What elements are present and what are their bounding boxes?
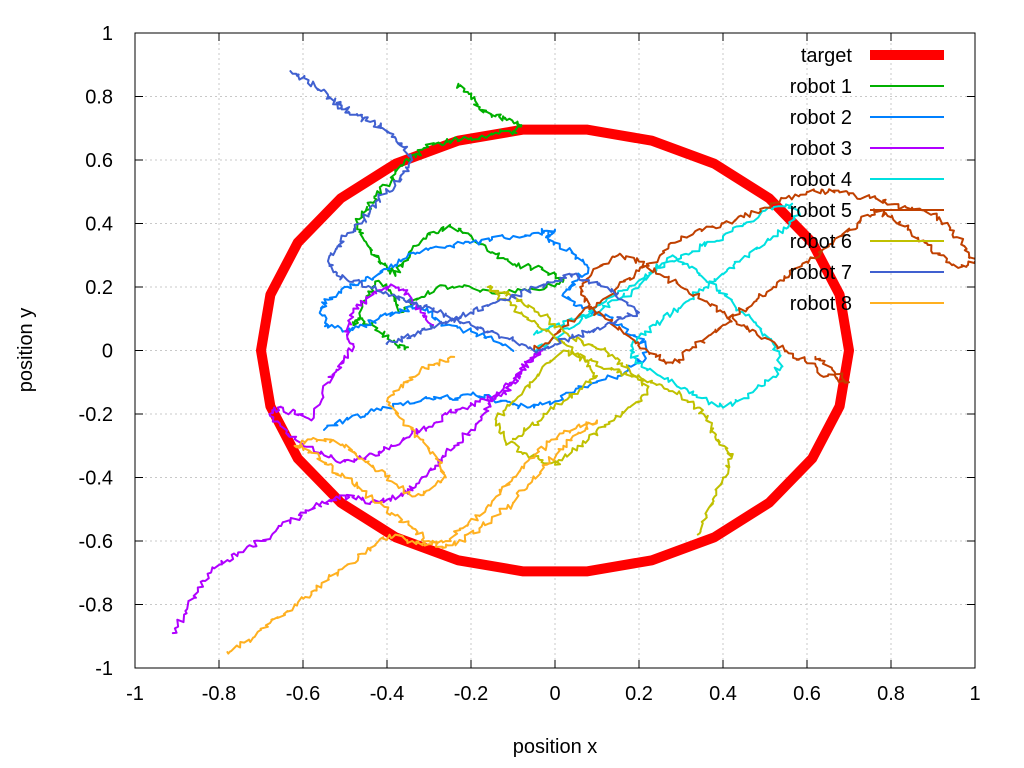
series-target-ellipse <box>256 124 854 577</box>
axis-ticks: -1 -0.8 -0.6 -0.4 -0.2 0 0.2 0.4 0.6 0.8 1 -1 -0.8 -0… <box>79 23 981 705</box>
y-axis-label: position y <box>15 308 37 393</box>
x-tick-label: -0.4 <box>370 683 404 705</box>
x-tick-label: 0.2 <box>625 683 653 705</box>
y-tick-label: -0.2 <box>79 404 113 426</box>
legend-label: robot 2 <box>790 107 852 129</box>
x-tick-label: -0.6 <box>286 683 320 705</box>
legend-label: robot 8 <box>790 293 852 315</box>
y-tick-label: 0 <box>102 341 113 363</box>
y-tick-label: 1 <box>102 23 113 45</box>
y-tick-label: -0.4 <box>79 468 113 490</box>
y-tick-label: 0.8 <box>85 87 113 109</box>
legend-label: robot 1 <box>790 76 852 98</box>
x-tick-label: 0.4 <box>709 683 737 705</box>
x-tick-label: -0.2 <box>454 683 488 705</box>
data-layer <box>171 70 975 655</box>
x-tick-label: -1 <box>126 683 144 705</box>
series-robot-4-line <box>533 202 801 409</box>
x-axis-label: position x <box>513 736 598 758</box>
y-tick-label: -0.8 <box>79 595 113 617</box>
series-robot-7-line <box>289 70 640 354</box>
legend-label: robot 7 <box>790 262 852 284</box>
legend-label: robot 5 <box>790 200 852 222</box>
series-robot-5-line <box>533 188 975 384</box>
legend: target robot 1 robot 2 robot 3 robot 4 robot … <box>790 45 944 315</box>
legend-label: robot 4 <box>790 169 852 191</box>
series-robot-8-line <box>226 355 598 655</box>
y-tick-label: 0.6 <box>85 150 113 172</box>
x-tick-label: -0.8 <box>202 683 236 705</box>
x-tick-label: 0.8 <box>877 683 905 705</box>
legend-label: target <box>801 45 853 67</box>
legend-label: robot 3 <box>790 138 852 160</box>
y-tick-label: 0.4 <box>85 214 113 236</box>
y-tick-label: -1 <box>95 658 113 680</box>
x-tick-label: 0 <box>549 683 560 705</box>
legend-label: robot 6 <box>790 231 852 253</box>
series-robot-1-line <box>351 82 565 351</box>
series-robot-3-line <box>171 283 544 635</box>
series-robot-2-line <box>318 227 649 431</box>
y-tick-label: -0.6 <box>79 531 113 553</box>
x-tick-label: 1 <box>969 683 980 705</box>
series-robot-6-line <box>486 284 734 536</box>
x-tick-label: 0.6 <box>793 683 821 705</box>
y-tick-label: 0.2 <box>85 277 113 299</box>
